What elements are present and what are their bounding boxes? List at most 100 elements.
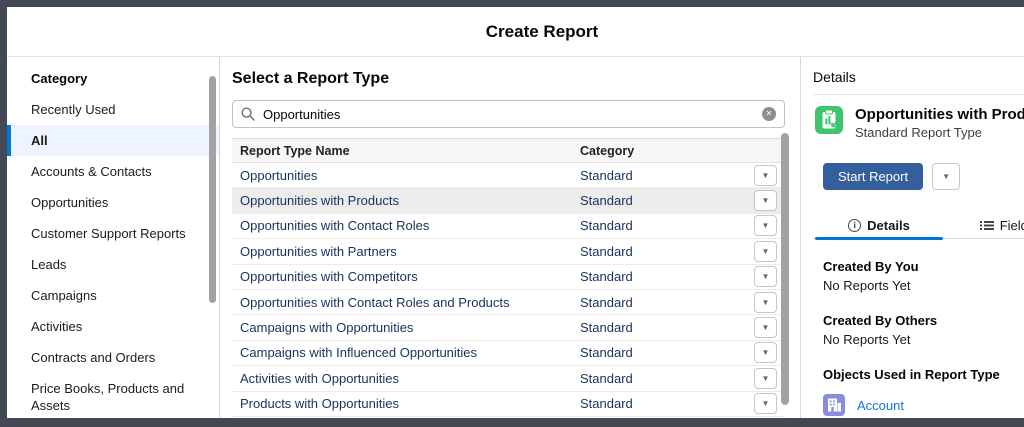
table-row[interactable]: Opportunities with Contact Roles and Pro… xyxy=(232,290,785,316)
section-title: Objects Used in Report Type xyxy=(823,367,1000,382)
search-input[interactable] xyxy=(232,100,785,128)
report-type-link[interactable]: Campaigns with Opportunities xyxy=(240,320,414,336)
sidebar-item-recently-used[interactable]: Recently Used xyxy=(31,102,116,117)
chevron-down-icon: ▼ xyxy=(761,323,770,333)
table-row[interactable]: Opportunities with Partners Standard ▼ xyxy=(232,239,785,265)
chevron-down-icon: ▼ xyxy=(761,297,770,307)
row-dropdown-button[interactable]: ▼ xyxy=(754,291,777,313)
create-report-dialog: Create Report Category Recently Used All… xyxy=(7,7,1024,418)
dialog-title: Create Report xyxy=(485,21,599,41)
row-dropdown-button[interactable]: ▼ xyxy=(754,215,777,237)
column-header-category: Category xyxy=(580,143,635,158)
report-type-link[interactable]: Opportunities with Competitors xyxy=(240,269,418,285)
report-type-icon xyxy=(815,106,843,134)
row-dropdown-button[interactable]: ▼ xyxy=(754,317,777,339)
objects-used-section: Objects Used in Report Type xyxy=(823,367,1024,382)
search-box: ✕ xyxy=(232,100,785,128)
tab-details-label: Details xyxy=(867,217,910,233)
report-type-link[interactable]: Opportunities with Products xyxy=(240,193,399,209)
row-dropdown-button[interactable]: ▼ xyxy=(754,266,777,288)
chevron-down-icon: ▼ xyxy=(942,172,951,181)
section-title: Created By You xyxy=(823,259,919,274)
table-row[interactable]: Opportunities Standard ▼ xyxy=(232,163,785,189)
sidebar-item-opportunities[interactable]: Opportunities xyxy=(31,195,109,210)
category-sidebar: Category Recently Used All Accounts & Co… xyxy=(7,57,220,418)
created-by-others-section: Created By Others No Reports Yet xyxy=(823,313,1024,347)
dialog-header: Create Report xyxy=(7,7,1024,57)
category-value: Standard xyxy=(580,269,633,285)
sidebar-item-contracts-orders[interactable]: Contracts and Orders xyxy=(31,350,156,365)
row-dropdown-button[interactable]: ▼ xyxy=(754,190,777,212)
clear-search-icon[interactable]: ✕ xyxy=(762,107,776,121)
category-value: Standard xyxy=(580,193,633,209)
sidebar-item-campaigns[interactable]: Campaigns xyxy=(31,288,97,303)
details-panel: Details Opportunities with Products xyxy=(801,57,1024,418)
table-row[interactable]: Campaigns with Opportunities Standard ▼ xyxy=(232,315,785,341)
search-icon xyxy=(241,107,255,121)
sidebar-item-price-books[interactable]: Price Books, Products and Assets xyxy=(31,381,185,413)
tab-fields-label: Fields ( xyxy=(999,217,1024,233)
report-type-link[interactable]: Opportunities with Contact Roles xyxy=(240,218,430,234)
table-row[interactable]: Opportunities with Contact Roles Standar… xyxy=(232,214,785,240)
report-type-link[interactable]: Opportunities with Contact Roles and Pro… xyxy=(240,294,510,310)
report-type-text: Opportunities with Products Standard Rep… xyxy=(855,106,1024,140)
row-dropdown-button[interactable]: ▼ xyxy=(754,164,777,186)
table-row[interactable]: Opportunities with Competitors Standard … xyxy=(232,265,785,290)
list-icon xyxy=(979,220,994,230)
sidebar-item-activities[interactable]: Activities xyxy=(31,319,83,334)
sidebar-item-customer-support[interactable]: Customer Support Reports xyxy=(31,226,186,241)
sidebar-item-leads[interactable]: Leads xyxy=(31,257,67,272)
created-by-you-section: Created By You No Reports Yet xyxy=(823,259,1024,293)
details-divider xyxy=(813,94,1024,95)
row-dropdown-button[interactable]: ▼ xyxy=(754,342,777,364)
table-header: Report Type Name Category xyxy=(232,138,785,163)
report-type-link[interactable]: Activities with Opportunities xyxy=(240,370,399,386)
report-type-link[interactable]: Campaigns with Influenced Opportunities xyxy=(240,345,478,361)
section-title: Created By Others xyxy=(823,313,938,328)
dialog-body: Category Recently Used All Accounts & Co… xyxy=(7,57,1024,418)
table-scrollbar[interactable] xyxy=(781,133,789,405)
table-row[interactable]: Campaigns with Influenced Opportunities … xyxy=(232,341,785,367)
start-report-dropdown-button[interactable]: ▼ xyxy=(932,163,961,190)
report-type-link[interactable]: Opportunities with Partners xyxy=(240,243,397,259)
table-row[interactable]: Activities with Opportunities Standard ▼ xyxy=(232,366,785,392)
report-type-link[interactable]: Opportunities xyxy=(240,167,318,183)
start-report-button[interactable]: Start Report xyxy=(823,163,924,190)
category-value: Standard xyxy=(580,294,633,310)
column-header-name: Report Type Name xyxy=(240,143,350,158)
sidebar-item-all[interactable]: All xyxy=(7,125,219,156)
table-row[interactable]: Products with Opportunities Standard ▼ xyxy=(232,392,785,417)
details-tabs: i Details Fields ( xyxy=(813,212,1024,240)
chevron-down-icon: ▼ xyxy=(761,399,770,409)
chevron-down-icon: ▼ xyxy=(761,196,770,206)
chevron-down-icon: ▼ xyxy=(761,170,770,180)
row-dropdown-button[interactable]: ▼ xyxy=(754,393,777,415)
chevron-down-icon: ▼ xyxy=(761,373,770,383)
object-account-row: Account xyxy=(823,394,1024,416)
category-value: Standard xyxy=(580,320,633,336)
report-type-table: Report Type Name Category Opportunities … xyxy=(232,138,785,417)
section-body: No Reports Yet xyxy=(823,332,911,347)
category-header: Category xyxy=(31,71,88,86)
tab-details[interactable]: i Details xyxy=(813,212,945,240)
sidebar-scrollbar[interactable] xyxy=(209,76,216,303)
report-type-panel: Select a Report Type ✕ Report Type Name … xyxy=(220,57,801,418)
category-value: Standard xyxy=(580,243,633,259)
section-body: No Reports Yet xyxy=(823,278,911,293)
details-heading: Details xyxy=(813,69,856,85)
category-value: Standard xyxy=(580,218,633,234)
info-icon: i xyxy=(848,218,862,232)
row-dropdown-button[interactable]: ▼ xyxy=(754,367,777,389)
report-type-link[interactable]: Products with Opportunities xyxy=(240,396,399,412)
account-link[interactable]: Account xyxy=(857,397,904,413)
category-value: Standard xyxy=(580,396,633,412)
table-row-selected[interactable]: Opportunities with Products Standard ▼ xyxy=(232,188,785,214)
row-dropdown-button[interactable]: ▼ xyxy=(754,240,777,262)
sidebar-item-accounts-contacts[interactable]: Accounts & Contacts xyxy=(31,164,152,179)
category-value: Standard xyxy=(580,167,633,183)
tab-fields[interactable]: Fields ( xyxy=(945,212,1024,238)
account-icon xyxy=(823,394,845,416)
category-value: Standard xyxy=(580,370,633,386)
action-buttons: Start Report ▼ xyxy=(823,163,1024,190)
